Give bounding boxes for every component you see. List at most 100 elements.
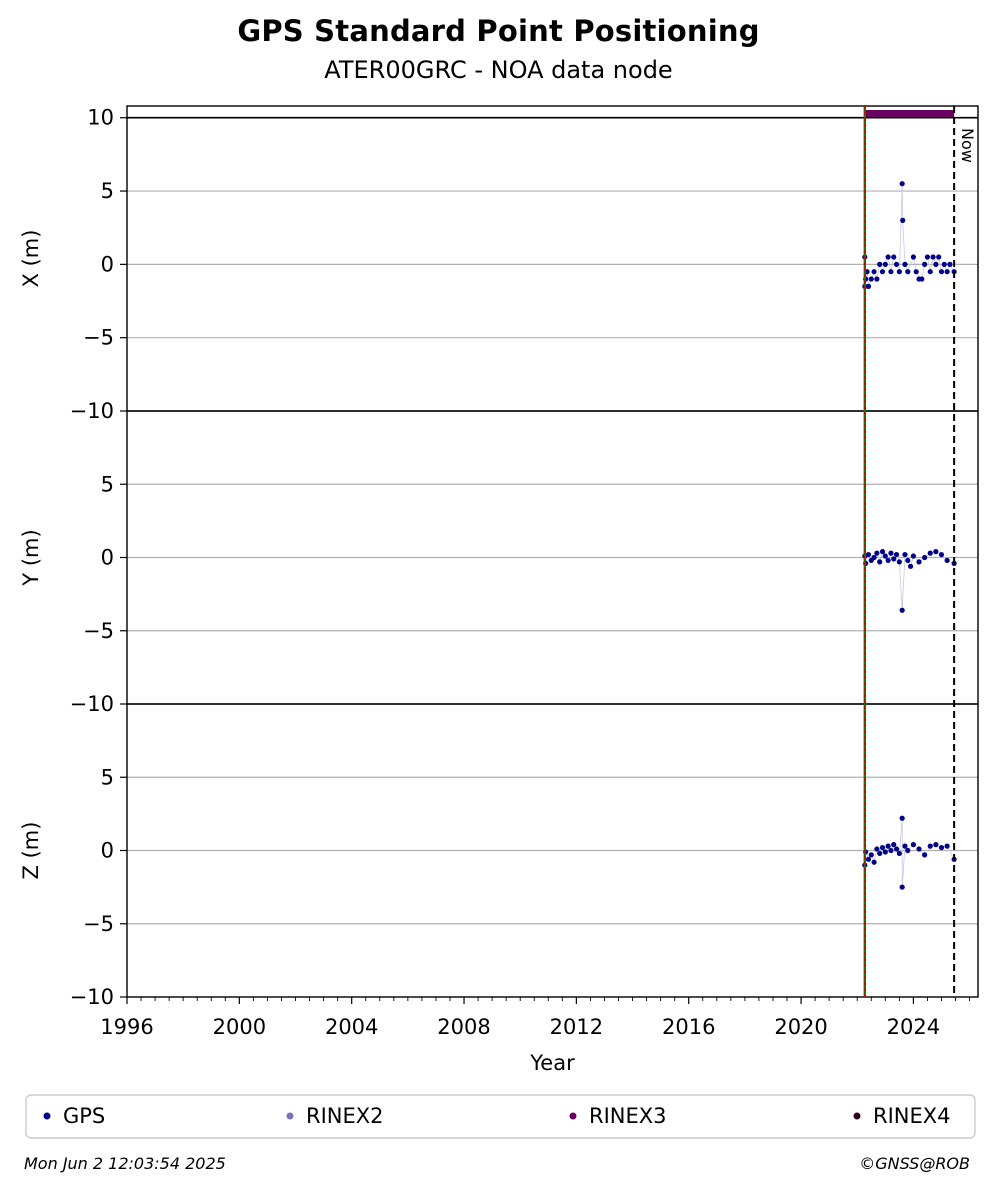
footer-copyright: ©GNSS@ROB <box>859 1154 970 1173</box>
x-tick-label: 2024 <box>887 1015 940 1039</box>
data-point <box>938 551 945 558</box>
y-tick-label: 10 <box>87 106 114 130</box>
y-axis-label: Z (m) <box>19 822 43 880</box>
data-point <box>919 276 925 282</box>
data-point <box>877 261 883 267</box>
y-axis-label: Y (m) <box>19 529 43 586</box>
data-point <box>927 269 933 275</box>
data-point <box>944 557 950 564</box>
data-point <box>871 859 877 865</box>
data-point <box>868 852 874 858</box>
data-point <box>865 283 872 289</box>
data-point <box>933 549 939 555</box>
data-point <box>896 850 902 857</box>
legend-marker <box>569 1112 577 1120</box>
rinex3-availability-bar <box>864 110 955 117</box>
data-point <box>938 269 945 275</box>
x-axis-label: Year <box>529 1051 575 1075</box>
data-point <box>902 551 908 558</box>
y-tick-label: 5 <box>101 179 114 203</box>
data-point <box>922 554 928 561</box>
data-point <box>910 553 917 559</box>
data-point <box>882 553 888 559</box>
data-point <box>865 551 872 558</box>
data-point <box>936 254 942 260</box>
y-tick-label: 5 <box>101 765 114 789</box>
x-tick-label: 2016 <box>662 1015 715 1039</box>
data-point <box>907 563 914 569</box>
data-point <box>905 847 911 854</box>
data-point <box>871 554 877 561</box>
y-tick-label: −5 <box>83 326 114 350</box>
y-axis-label: X (m) <box>19 230 43 288</box>
data-point <box>913 269 919 275</box>
data-point <box>877 559 883 565</box>
legend-frame <box>25 1094 976 1139</box>
panel-y: −10 −5 0 5 Y (m) <box>19 410 979 716</box>
panel-frame <box>126 105 979 412</box>
data-point <box>927 843 933 849</box>
data-point <box>930 254 936 260</box>
legend-marker <box>853 1112 861 1120</box>
data-point <box>916 846 922 852</box>
y-tick-label: 0 <box>101 252 114 276</box>
data-point <box>944 843 950 849</box>
x-tick-label: 2004 <box>325 1015 378 1039</box>
data-point <box>899 884 905 890</box>
chart-subtitle: ATER00GRC - NOA data node <box>324 56 673 84</box>
legend-label: GPS <box>63 1104 105 1128</box>
data-point <box>947 261 953 267</box>
data-point <box>879 269 886 275</box>
data-point <box>882 849 888 855</box>
data-point <box>893 551 900 558</box>
data-point <box>885 843 891 849</box>
data-point <box>922 261 928 267</box>
data-point <box>877 850 883 857</box>
legend: GPS RINEX2 RINEX3 RINEX4 <box>25 1094 976 1139</box>
data-point <box>922 852 928 858</box>
chart-area: −10 −5 0 5 10 X (m) −10 −5 0 5 Y (m) −10 −5 0 5 Z (m) No… <box>19 105 979 1139</box>
data-point <box>893 261 900 267</box>
data-point <box>891 254 897 260</box>
data-point <box>896 559 902 565</box>
footer-timestamp: Mon Jun 2 12:03:54 2025 <box>24 1154 226 1173</box>
data-point <box>874 846 880 852</box>
y-tick-label: 0 <box>101 546 114 570</box>
data-point <box>933 261 939 267</box>
data-point <box>916 559 922 565</box>
data-point <box>874 550 880 556</box>
data-point <box>944 269 950 275</box>
now-label: Now <box>958 128 977 163</box>
data-point <box>905 557 911 564</box>
x-tick-label: 2012 <box>550 1015 603 1039</box>
y-tick-label: −10 <box>70 692 114 716</box>
data-point <box>896 269 902 275</box>
panel-z: −10 −5 0 5 Z (m) <box>19 703 979 1009</box>
data-point <box>927 550 933 556</box>
data-point <box>899 815 905 821</box>
data-point <box>902 843 908 849</box>
data-point <box>879 844 886 851</box>
data-point <box>910 254 917 260</box>
y-tick-label: 0 <box>101 839 114 863</box>
data-point <box>891 842 897 848</box>
data-point <box>941 261 947 267</box>
data-point <box>882 261 888 267</box>
data-point <box>902 261 908 267</box>
data-point <box>891 556 897 562</box>
data-point <box>871 269 877 275</box>
y-tick-label: −5 <box>83 619 114 643</box>
x-tick-label: 2020 <box>774 1015 827 1039</box>
y-tick-label: 5 <box>101 472 114 496</box>
chart-title: GPS Standard Point Positioning <box>237 14 760 48</box>
legend-marker <box>43 1112 51 1120</box>
y-tick-label: −10 <box>70 399 114 423</box>
panel-frame <box>126 703 979 998</box>
data-point <box>910 842 917 848</box>
data-point <box>879 549 886 555</box>
y-tick-label: −10 <box>70 985 114 1009</box>
data-point <box>924 254 931 260</box>
y-tick-label: −5 <box>83 912 114 936</box>
data-point <box>900 217 906 223</box>
data-point <box>893 846 900 852</box>
